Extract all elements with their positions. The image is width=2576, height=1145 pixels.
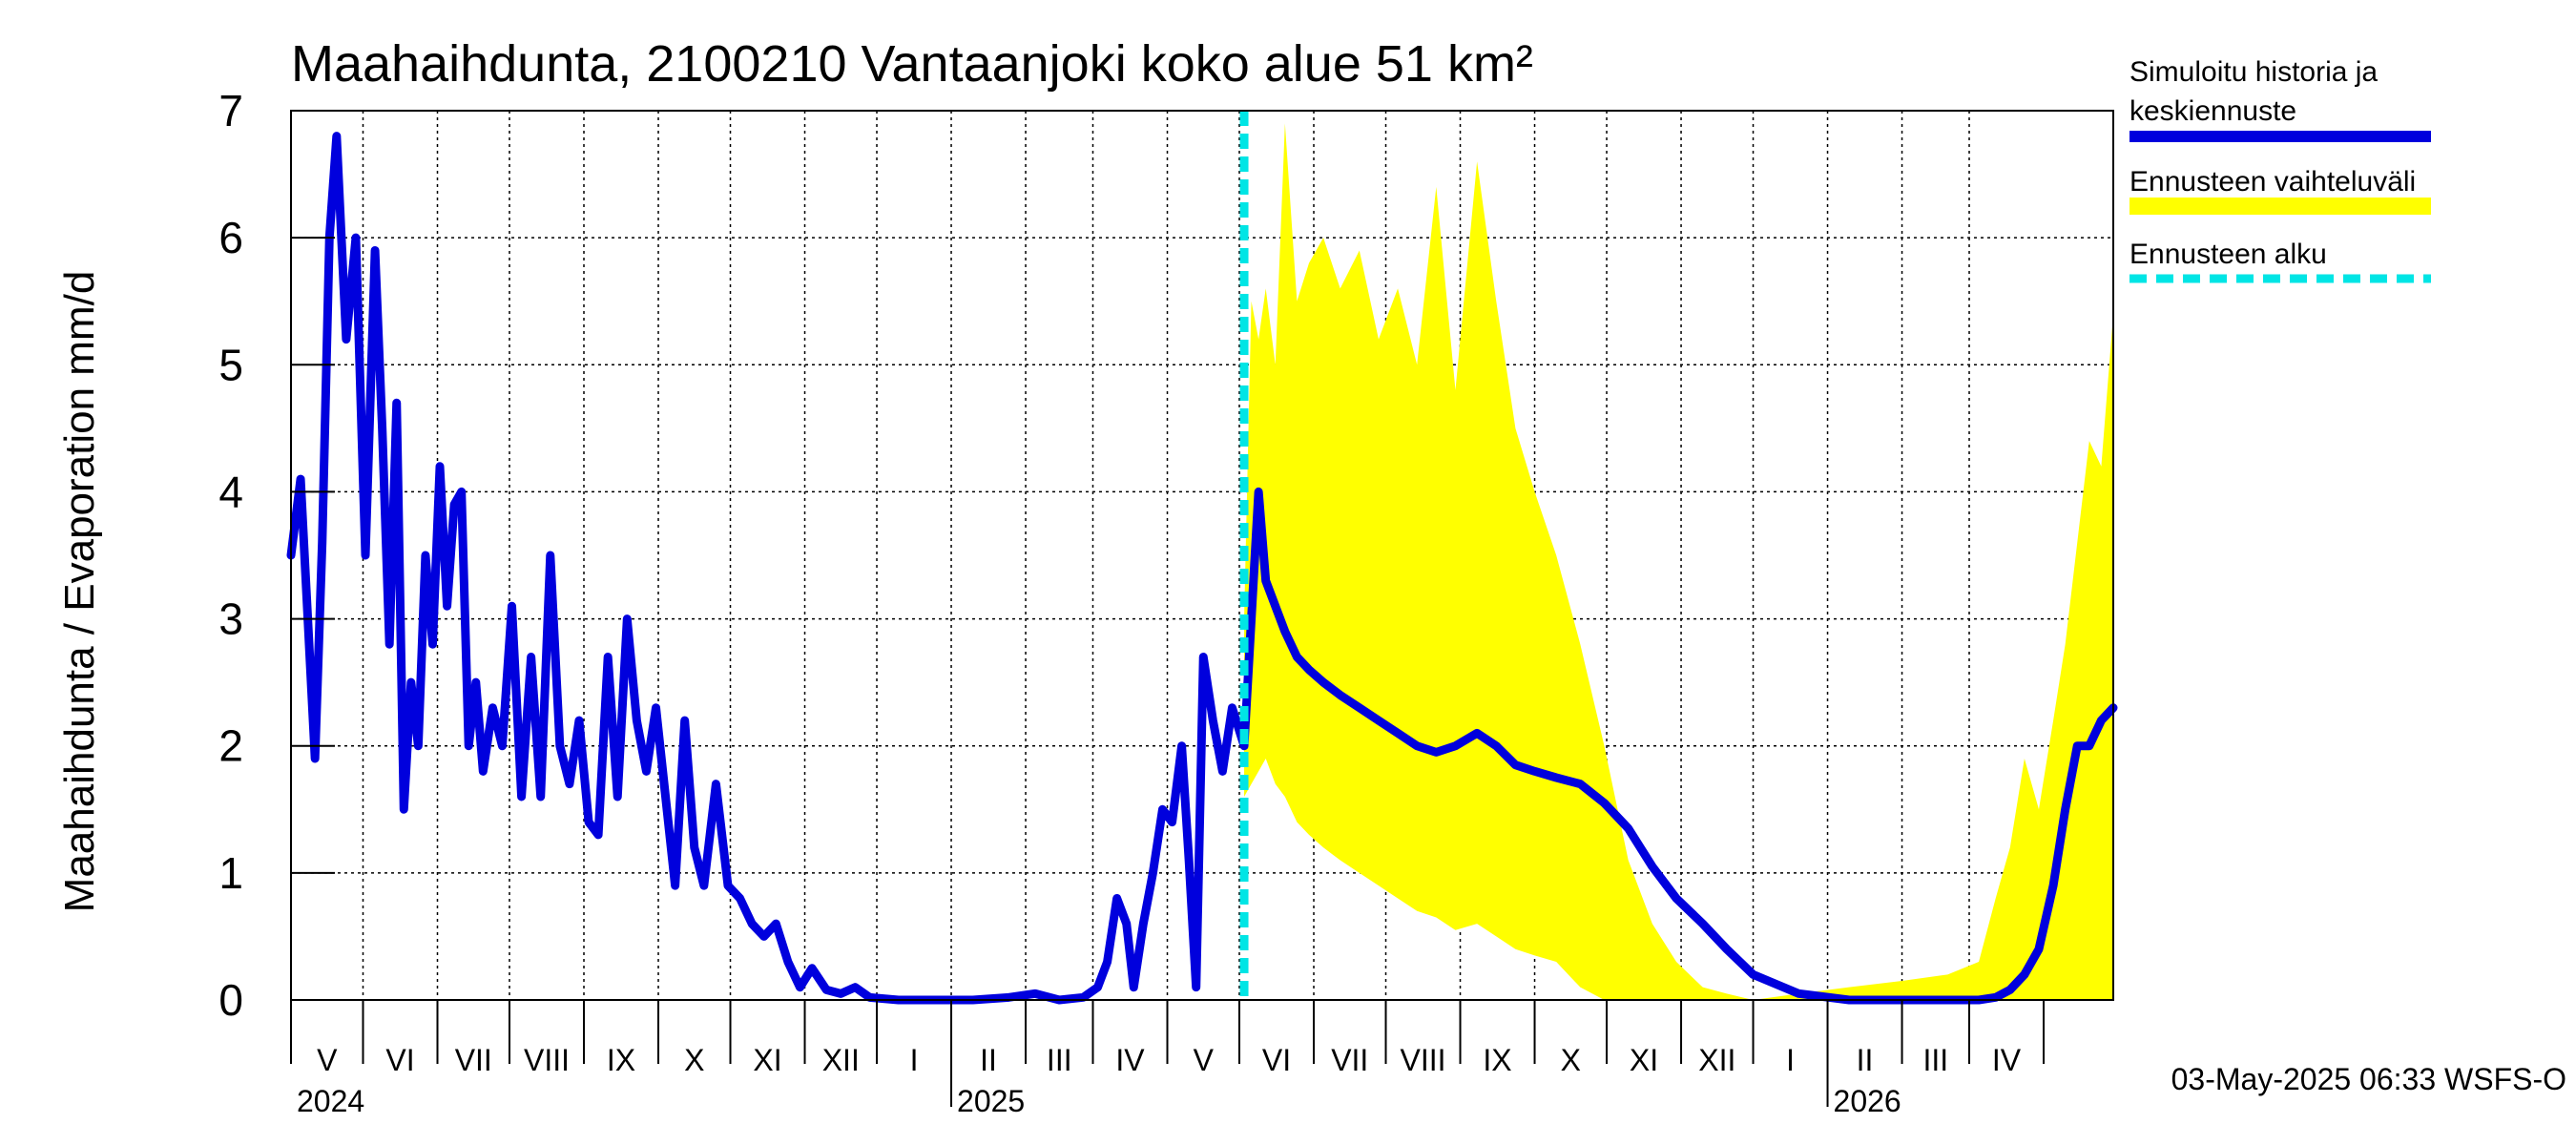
- y-tick-label: 6: [218, 213, 243, 262]
- year-label: 2026: [1834, 1084, 1901, 1118]
- month-label: X: [1561, 1043, 1581, 1077]
- month-label: II: [1857, 1043, 1874, 1077]
- month-label: II: [980, 1043, 997, 1077]
- y-tick-label: 0: [218, 975, 243, 1025]
- month-label: I: [1786, 1043, 1795, 1077]
- legend: Simuloitu historia ja keskiennuste Ennus…: [2129, 56, 2431, 283]
- legend-label-forecast-start: Ennusteen alku: [2129, 239, 2327, 270]
- legend-label-range: Ennusteen vaihteluväli: [2129, 166, 2416, 198]
- year-label: 2024: [297, 1084, 364, 1118]
- timestamp: 03-May-2025 06:33 WSFS-O: [2171, 1062, 2566, 1096]
- month-label: VI: [385, 1043, 414, 1077]
- month-label: VIII: [1401, 1043, 1446, 1077]
- y-axis-ticks: 0 1 2 3 4 5 6 7: [218, 86, 335, 1025]
- month-label: VII: [455, 1043, 492, 1077]
- month-label: XI: [753, 1043, 781, 1077]
- month-label: IV: [1115, 1043, 1145, 1077]
- y-tick-label: 3: [218, 594, 243, 644]
- y-tick-label: 7: [218, 86, 243, 135]
- month-label: V: [317, 1043, 338, 1077]
- x-axis: V VI VII VIII IX X XI XII I II III IV V VI VII VIII IX X X…: [290, 1000, 2046, 1118]
- month-label: III: [1922, 1043, 1948, 1077]
- month-label: VIII: [524, 1043, 570, 1077]
- month-label: IV: [1992, 1043, 2022, 1077]
- month-label: V: [1194, 1043, 1215, 1077]
- y-tick-label: 4: [218, 467, 243, 516]
- y-tick-label: 5: [218, 340, 243, 389]
- forecast-range-band: [1244, 123, 2113, 1001]
- month-label: I: [910, 1043, 919, 1077]
- month-label: XII: [1698, 1043, 1735, 1077]
- y-tick-label: 1: [218, 848, 243, 898]
- month-label: IX: [1483, 1043, 1511, 1077]
- month-label: IX: [607, 1043, 635, 1077]
- legend-label-history-2: keskiennuste: [2129, 95, 2296, 127]
- month-label: XI: [1630, 1043, 1658, 1077]
- legend-label-history: Simuloitu historia ja: [2129, 56, 2378, 88]
- y-tick-label: 2: [218, 721, 243, 771]
- range-area: [1244, 123, 2113, 1001]
- month-label: XII: [822, 1043, 860, 1077]
- history-line: [286, 132, 2118, 1005]
- year-label: 2025: [957, 1084, 1025, 1118]
- plot-frame: [290, 110, 2114, 1001]
- y-axis-label: Maahaihdunta / Evaporation mm/d: [56, 271, 103, 913]
- month-label: X: [684, 1043, 704, 1077]
- month-label: VI: [1262, 1043, 1291, 1077]
- month-label: VII: [1331, 1043, 1368, 1077]
- month-label: III: [1047, 1043, 1072, 1077]
- history-series: [286, 132, 2118, 1005]
- chart-title: Maahaihdunta, 2100210 Vantaanjoki koko a…: [291, 35, 1533, 93]
